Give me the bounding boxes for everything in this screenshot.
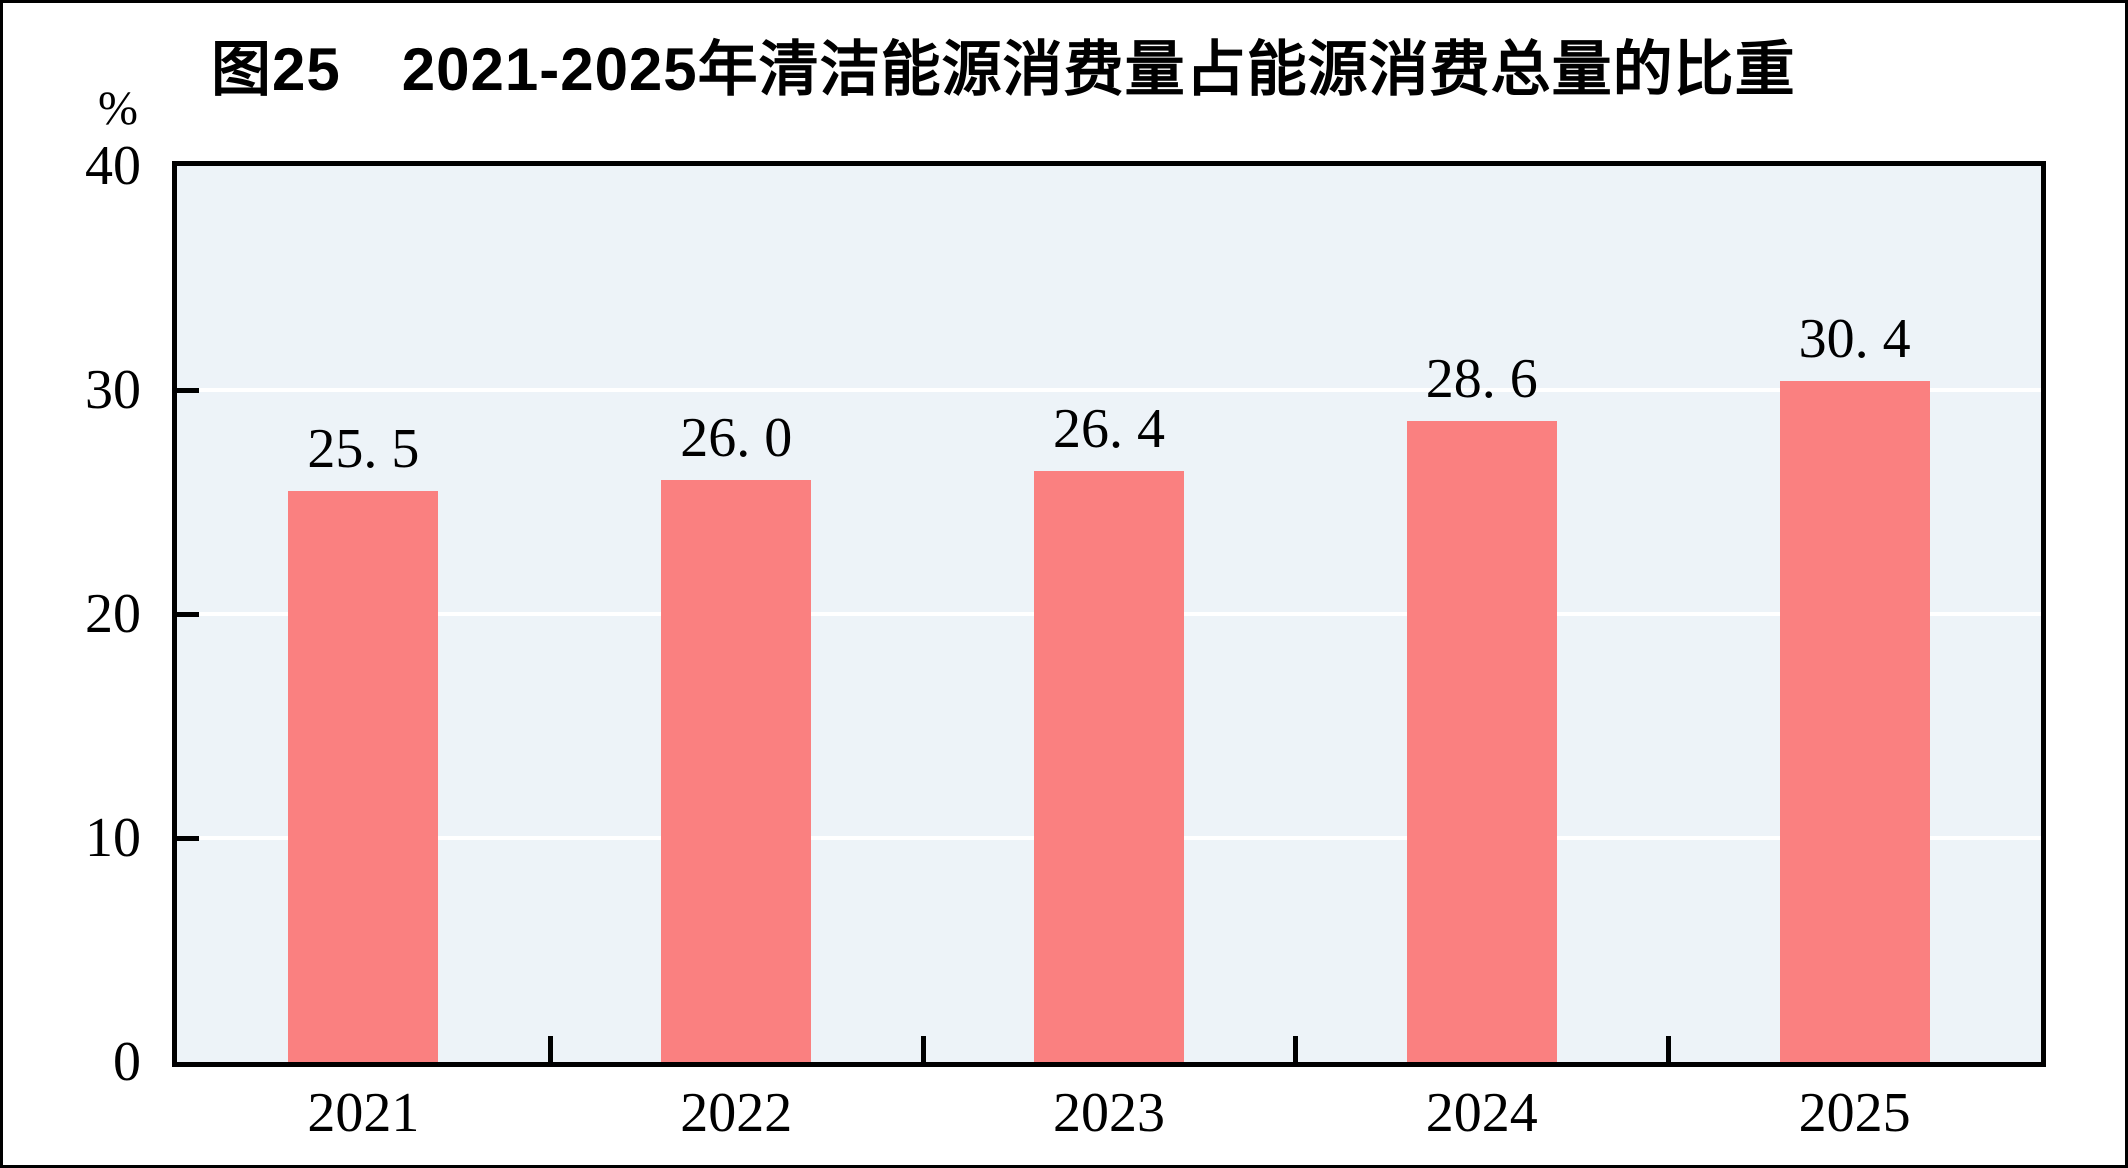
x-axis-tick-mark-3 xyxy=(1293,1036,1299,1062)
bar-2021 xyxy=(288,490,439,1062)
y-axis-tick-mark-10 xyxy=(177,836,199,841)
bar-2025 xyxy=(1779,381,1930,1062)
chart-title: 图25 2021-2025年清洁能源消费量占能源消费总量的比重 xyxy=(211,36,1796,103)
bar-2024 xyxy=(1406,421,1557,1062)
x-axis-tick-mark-1 xyxy=(547,1036,553,1062)
y-axis-tick-label-0: 0 xyxy=(113,1031,141,1093)
x-axis-tick-mark-2 xyxy=(920,1036,926,1062)
y-axis-tick-mark-20 xyxy=(177,612,199,617)
x-axis-tick-label-2021: 2021 xyxy=(307,1082,420,1144)
bar-2023 xyxy=(1034,470,1184,1062)
y-axis-unit-label: % xyxy=(98,82,138,135)
y-axis-tick-label-10: 10 xyxy=(85,807,141,869)
bar-2022 xyxy=(661,479,812,1062)
x-axis-tick-label-2023: 2023 xyxy=(1053,1082,1165,1144)
bar-value-label-2022: 26. 0 xyxy=(680,406,793,469)
plot-area: 25. 5 26. 0 26. 4 28. 6 30. 4 xyxy=(172,161,2046,1067)
x-axis-tick-label-2024: 2024 xyxy=(1425,1082,1538,1144)
y-axis-tick-mark-30 xyxy=(177,388,199,393)
bar-value-label-2023: 26. 4 xyxy=(1053,397,1165,460)
x-axis-tick-mark-4 xyxy=(1666,1036,1672,1062)
bar-value-label-2024: 28. 6 xyxy=(1425,348,1538,411)
x-axis-tick-label-2025: 2025 xyxy=(1798,1082,1911,1144)
x-axis-tick-label-2022: 2022 xyxy=(680,1082,793,1144)
y-axis-tick-label-40: 40 xyxy=(85,135,141,197)
gridline-30 xyxy=(177,388,2041,392)
y-axis-tick-label-30: 30 xyxy=(85,359,141,421)
bar-value-label-2021: 25. 5 xyxy=(307,417,420,480)
bar-value-label-2025: 30. 4 xyxy=(1798,308,1911,371)
y-axis-tick-label-20: 20 xyxy=(85,583,141,645)
